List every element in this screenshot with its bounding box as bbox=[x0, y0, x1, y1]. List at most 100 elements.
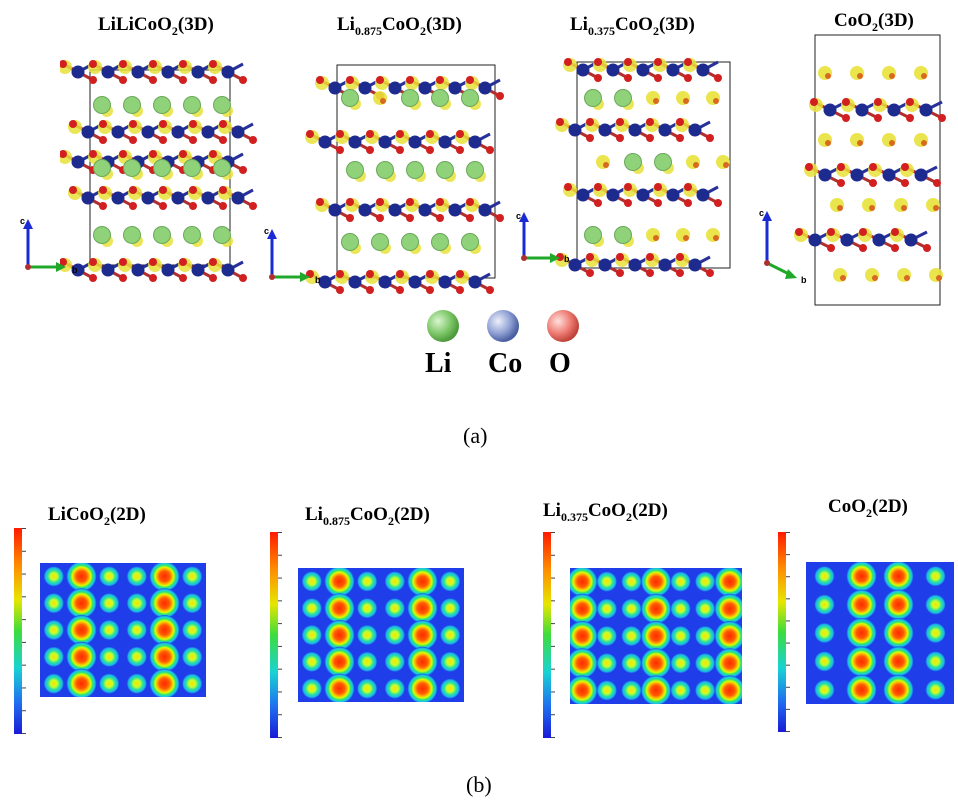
co-atom bbox=[438, 135, 452, 149]
o-atom bbox=[436, 198, 444, 206]
o-atom bbox=[603, 162, 609, 168]
o-atom bbox=[805, 163, 813, 171]
crystal-structure-li0375 bbox=[555, 58, 731, 277]
li-atom bbox=[341, 233, 359, 251]
o-atom bbox=[129, 136, 137, 144]
density-peak bbox=[43, 620, 64, 640]
co-atom bbox=[598, 258, 612, 272]
o-atom bbox=[149, 258, 157, 266]
o-atom bbox=[653, 98, 659, 104]
density-peak bbox=[126, 593, 147, 614]
density-peak bbox=[301, 625, 322, 645]
o-atom bbox=[306, 130, 314, 138]
co-atom bbox=[408, 135, 422, 149]
o-atom bbox=[149, 274, 157, 282]
co-atom bbox=[904, 233, 918, 247]
o-atom bbox=[842, 114, 850, 122]
structure-title-3: Li0.375CoO2(3D) bbox=[570, 14, 695, 38]
o-atom bbox=[723, 162, 729, 168]
co-atom bbox=[628, 258, 642, 272]
co-atom bbox=[872, 233, 886, 247]
o-atom bbox=[129, 186, 137, 194]
density-peak bbox=[814, 566, 835, 587]
o-atom bbox=[336, 130, 344, 138]
density-peak bbox=[384, 651, 405, 672]
density-peak bbox=[407, 646, 438, 677]
density-peak bbox=[596, 626, 617, 646]
o-atom bbox=[60, 150, 67, 158]
o-atom bbox=[683, 235, 689, 241]
density-peak bbox=[440, 571, 461, 592]
o-atom bbox=[616, 253, 624, 261]
o-atom bbox=[594, 183, 602, 191]
o-atom bbox=[706, 134, 714, 142]
o-atom bbox=[624, 199, 632, 207]
density-peak bbox=[621, 598, 642, 619]
density-peak bbox=[641, 648, 671, 679]
density-peak bbox=[126, 566, 147, 587]
density-peak bbox=[182, 566, 203, 587]
co-atom bbox=[161, 263, 175, 277]
o-atom bbox=[239, 166, 247, 174]
density-peak bbox=[714, 621, 742, 651]
axis-indicator-3: c b bbox=[516, 211, 570, 264]
o-atom bbox=[396, 286, 404, 294]
axis-indicator-2: c b bbox=[264, 226, 321, 285]
density-peak bbox=[43, 673, 64, 694]
o-atom bbox=[874, 98, 882, 106]
co-atom bbox=[418, 81, 432, 95]
o-atom bbox=[676, 269, 684, 277]
o-atom bbox=[189, 202, 197, 210]
co-atom bbox=[191, 65, 205, 79]
panel-a: LiLiCoO2(3D) Li0.875CoO2(3D) Li0.375CoO2… bbox=[20, 10, 946, 448]
density-peak bbox=[149, 563, 180, 592]
o-atom bbox=[99, 120, 107, 128]
map-background bbox=[298, 568, 464, 702]
co-atom bbox=[318, 135, 332, 149]
density-peak bbox=[925, 566, 946, 587]
density-peak bbox=[182, 620, 203, 640]
o-atom bbox=[872, 275, 878, 281]
co-atom bbox=[887, 103, 901, 117]
o-atom bbox=[436, 76, 444, 84]
co-atom bbox=[358, 203, 372, 217]
o-atom bbox=[869, 179, 877, 187]
o-atom bbox=[713, 98, 719, 104]
o-atom bbox=[676, 118, 684, 126]
o-atom bbox=[654, 199, 662, 207]
o-atom bbox=[456, 130, 464, 138]
o-atom bbox=[933, 205, 939, 211]
density-peak bbox=[324, 646, 355, 677]
co-atom bbox=[448, 81, 462, 95]
density-peak bbox=[695, 626, 716, 646]
li-atom bbox=[436, 161, 454, 179]
density-peak bbox=[670, 653, 691, 674]
o-atom bbox=[624, 58, 632, 66]
o-atom bbox=[189, 120, 197, 128]
o-atom bbox=[624, 183, 632, 191]
density-peak bbox=[324, 593, 355, 624]
co-atom bbox=[171, 191, 185, 205]
o-atom bbox=[99, 136, 107, 144]
axis-c-label: c bbox=[264, 226, 269, 236]
atom-legend bbox=[427, 310, 579, 342]
co-atom bbox=[658, 123, 672, 137]
li-atom bbox=[401, 89, 419, 107]
co-atom bbox=[141, 191, 155, 205]
o-atom bbox=[654, 58, 662, 66]
density-peak bbox=[846, 589, 877, 620]
density-peak bbox=[324, 568, 355, 597]
co-atom bbox=[468, 275, 482, 289]
co-atom bbox=[840, 233, 854, 247]
o-atom bbox=[179, 60, 187, 68]
density-peak bbox=[883, 674, 914, 704]
density-peak bbox=[43, 566, 64, 587]
co-atom bbox=[666, 63, 680, 77]
li-atom bbox=[123, 226, 141, 244]
o-atom bbox=[209, 60, 217, 68]
map-title-4: CoO2(2D) bbox=[828, 496, 908, 520]
co-atom bbox=[408, 275, 422, 289]
co-atom bbox=[438, 275, 452, 289]
density-peak bbox=[99, 566, 120, 587]
o-atom bbox=[496, 92, 504, 100]
